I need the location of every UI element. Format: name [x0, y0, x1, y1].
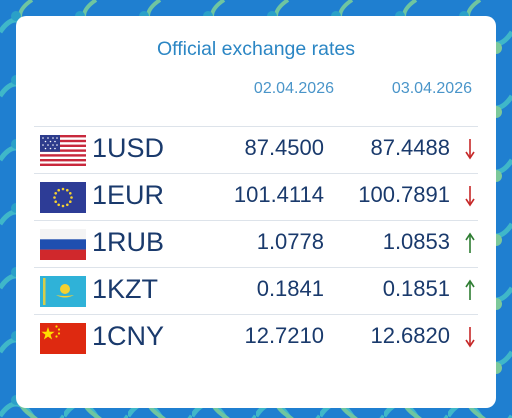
rate-value-date-2: 100.7891	[358, 182, 450, 207]
card-title: Official exchange rates	[157, 38, 355, 60]
rate-value-date-1: 87.4500	[244, 135, 324, 160]
rate-row-kzt: 1KZT 0.1841 0.1851	[34, 267, 478, 314]
exchange-rates-card: Official exchange rates 02.04.2026 03.04…	[16, 16, 496, 408]
currency-code: 1EUR	[92, 180, 165, 210]
rate-value-date-1: 12.7210	[244, 323, 324, 348]
usa-flag-icon	[40, 135, 86, 166]
rate-value-date-1: 101.4114	[233, 182, 324, 207]
rate-value-date-2: 1.0853	[382, 229, 450, 254]
rate-value-date-1: 1.0778	[256, 229, 324, 254]
rate-value-date-2: 0.1851	[382, 276, 450, 301]
rate-value-date-2: 12.6820	[370, 323, 450, 348]
arrow-up-icon	[464, 230, 476, 256]
date-column-2: 03.04.2026	[391, 80, 472, 97]
rate-row-eur: 1EUR 101.4114 100.7891	[34, 173, 478, 220]
rate-row-cny: 1CNY 12.7210 12.6820	[34, 314, 478, 361]
rate-value-date-2: 87.4488	[370, 135, 450, 160]
kazakhstan-flag-icon	[40, 276, 86, 307]
china-flag-icon	[40, 323, 86, 354]
russia-flag-icon	[40, 229, 86, 260]
currency-code: 1RUB	[92, 227, 165, 257]
date-column-1: 02.04.2026	[253, 80, 334, 97]
rate-row-usd: 1USD 87.4500 87.4488	[34, 126, 478, 173]
arrow-down-icon	[464, 136, 476, 162]
arrow-up-icon	[464, 277, 476, 303]
rate-row-rub: 1RUB 1.0778 1.0853	[34, 220, 478, 267]
arrow-down-icon	[464, 324, 476, 350]
currency-code: 1KZT	[92, 274, 159, 304]
eu-flag-icon	[40, 182, 86, 213]
currency-code: 1USD	[92, 133, 165, 163]
rates-table: 1USD 87.4500 87.4488 1EUR	[34, 126, 478, 361]
rate-value-date-1: 0.1841	[256, 276, 324, 301]
currency-code: 1CNY	[92, 321, 165, 351]
arrow-down-icon	[464, 183, 476, 209]
